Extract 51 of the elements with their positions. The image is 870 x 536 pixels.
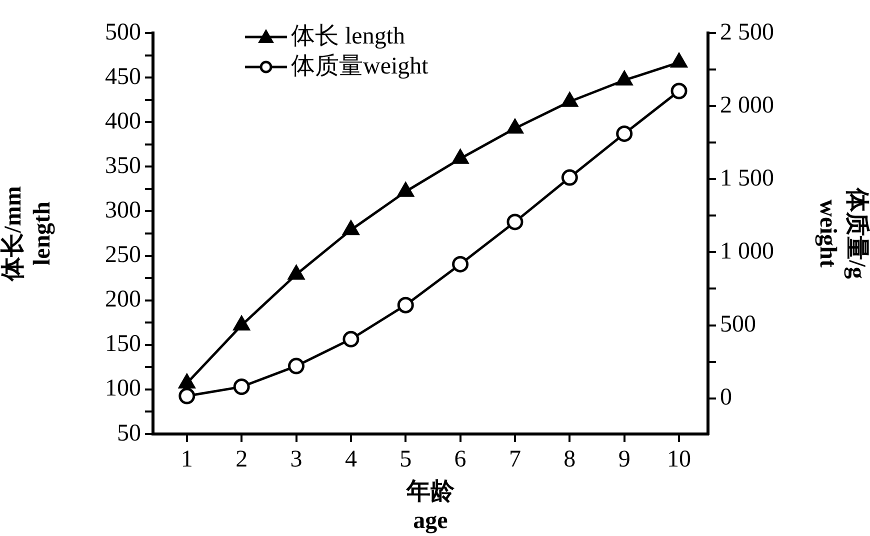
point	[506, 119, 524, 134]
legend-label: 体质量weight	[291, 53, 429, 80]
point	[561, 169, 578, 186]
point	[342, 220, 360, 236]
point	[342, 330, 360, 348]
x-tick-label: 6	[454, 446, 466, 473]
x-tick-label: 10	[667, 446, 692, 473]
point	[670, 53, 688, 68]
point	[397, 182, 414, 197]
point	[288, 265, 304, 280]
point	[233, 316, 250, 331]
x-tick-label: 7	[508, 446, 521, 473]
x-tick-label: 4	[344, 446, 357, 473]
point	[616, 70, 633, 86]
y-tick-label: 300	[105, 198, 141, 224]
point	[397, 296, 414, 314]
x-tick-label: 9	[618, 446, 630, 473]
y2-axis-title: 体质量/g weight	[814, 187, 870, 279]
x-tick-label: 1	[180, 446, 193, 473]
y-tick-label: 350	[105, 152, 141, 179]
point	[616, 125, 633, 142]
y-tick-label: 50	[117, 420, 141, 446]
y2-tick-label: 0	[720, 384, 732, 411]
y-axis-title: 体长/mm length	[0, 186, 56, 282]
point	[178, 388, 196, 404]
x-tick-label: 3	[290, 446, 302, 473]
point	[233, 378, 250, 396]
y-tick-label: 400	[105, 108, 141, 134]
point	[178, 374, 196, 388]
point	[561, 92, 578, 107]
y2-tick-label: 2 000	[720, 92, 774, 118]
x-tick-label: 8	[564, 446, 576, 473]
y-tick-label: 500	[105, 19, 141, 46]
y-tick-label: 100	[105, 376, 141, 402]
legend-label: 体长 length	[291, 23, 405, 50]
point	[452, 149, 468, 164]
y2-tick-label: 500	[720, 312, 756, 338]
point	[288, 358, 305, 374]
x-tick-label: 2	[236, 446, 248, 473]
y2-tick-label: 1 500	[720, 165, 774, 192]
y2-tick-label: 1 000	[720, 238, 774, 264]
y-tick-label: 250	[105, 242, 141, 268]
y-tick-label: 200	[105, 286, 141, 313]
x-axis-title: 年龄 age	[406, 478, 456, 534]
x-tick-label: 5	[400, 446, 412, 473]
y-tick-label: 450	[105, 64, 141, 90]
point	[506, 214, 524, 230]
y-tick-label: 150	[105, 331, 141, 358]
point	[670, 82, 688, 100]
point	[452, 256, 469, 272]
y2-tick-label: 2 500	[720, 19, 774, 46]
